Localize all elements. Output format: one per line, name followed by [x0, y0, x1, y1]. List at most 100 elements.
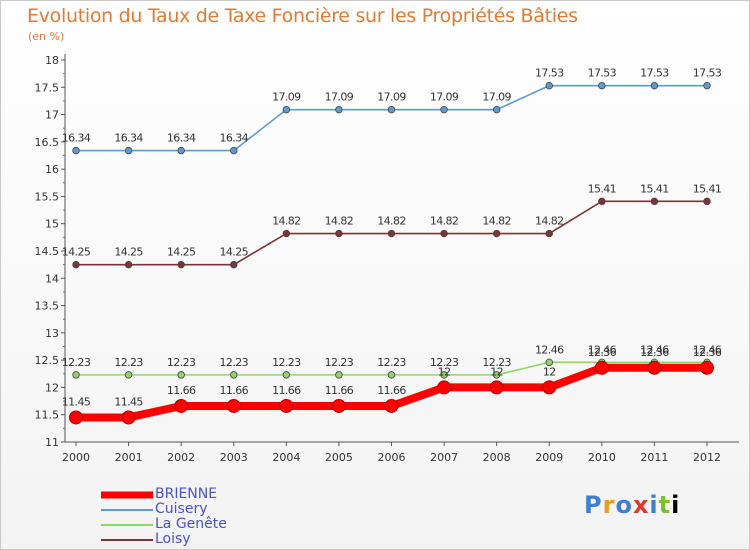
data-label: 12.23 [325, 356, 354, 369]
data-point [335, 229, 343, 238]
x-tick-label: 2005 [325, 451, 353, 464]
data-label: 16.34 [114, 132, 143, 145]
data-label: 16.34 [167, 132, 196, 145]
data-point [545, 229, 553, 238]
data-label: 12.36 [693, 346, 722, 359]
data-label: 14.25 [220, 246, 249, 259]
data-label: 14.25 [167, 246, 196, 259]
data-point [177, 371, 185, 379]
data-point [598, 81, 606, 90]
data-point [650, 197, 659, 206]
y-tick-label: 17 [45, 109, 59, 122]
legend-label-cuisery: Cuisery [155, 501, 208, 517]
data-point [440, 371, 448, 379]
data-point [387, 105, 396, 114]
data-point [492, 229, 501, 238]
data-label: 15.41 [640, 182, 669, 195]
data-label: 14.82 [482, 215, 511, 228]
y-tick-label: 13 [45, 327, 59, 340]
data-point [492, 105, 501, 114]
data-label: 12.46 [535, 343, 564, 356]
data-label: 12.23 [62, 356, 91, 369]
data-point [282, 105, 291, 114]
data-label: 14.82 [325, 215, 354, 228]
data-label: 12.23 [272, 356, 301, 369]
logo-letter: i [649, 491, 659, 519]
data-label: 11.45 [114, 395, 143, 408]
data-label: 12.23 [220, 356, 249, 369]
chart-title: Evolution du Taux de Taxe Foncière sur l… [27, 5, 578, 27]
y-tick-label: 16.5 [35, 136, 60, 149]
data-point [177, 260, 185, 269]
x-tick-label: 2002 [167, 451, 195, 464]
data-point [230, 146, 238, 155]
data-point [437, 380, 452, 395]
x-tick-label: 2003 [220, 451, 248, 464]
legend-swatch-la-genete [101, 523, 153, 526]
logo-letter: P [584, 491, 603, 519]
data-point [545, 358, 553, 367]
data-point [230, 371, 238, 379]
data-label: 14.25 [62, 246, 91, 259]
y-tick-label: 12.5 [35, 354, 60, 367]
data-point [72, 146, 80, 155]
x-tick-label: 2007 [430, 451, 458, 464]
data-label: 16.34 [62, 132, 91, 145]
data-label: 14.82 [272, 215, 301, 228]
data-point [440, 229, 448, 238]
x-tick-label: 2009 [535, 451, 563, 464]
data-point [174, 398, 189, 413]
data-label: 12 [490, 365, 503, 378]
data-label: 15.41 [693, 182, 722, 195]
data-point [440, 105, 448, 114]
data-point [279, 398, 294, 413]
data-label: 17.53 [693, 67, 722, 80]
data-label: 11.66 [167, 384, 196, 397]
data-label: 14.82 [377, 215, 406, 228]
legend-swatch-brienne [101, 491, 153, 498]
data-point [384, 398, 399, 413]
data-label: 11.66 [220, 384, 249, 397]
y-tick-label: 15.5 [35, 190, 60, 203]
logo-letter: o [615, 491, 633, 519]
y-tick-label: 13.5 [35, 300, 60, 313]
y-tick-label: 11 [45, 436, 59, 449]
x-tick-label: 2001 [115, 451, 143, 464]
data-label: 11.45 [62, 395, 91, 408]
data-label: 12 [543, 365, 556, 378]
data-point [282, 371, 291, 379]
x-tick-label: 2000 [62, 451, 90, 464]
data-point [177, 146, 185, 155]
data-point [650, 81, 659, 90]
data-label: 12.23 [114, 356, 143, 369]
logo-letter: t [658, 491, 672, 519]
legend-label-la-genete: La Genête [155, 516, 227, 532]
data-point [387, 371, 396, 379]
data-label: 11.66 [325, 384, 354, 397]
data-point [282, 229, 291, 238]
data-label: 12.46 [640, 343, 669, 356]
data-label: 14.25 [114, 246, 143, 259]
data-point [124, 371, 133, 379]
data-point [69, 410, 83, 425]
data-label: 15.41 [588, 182, 617, 195]
y-tick-label: 17.5 [35, 81, 60, 94]
data-label: 17.09 [272, 91, 301, 104]
x-tick-label: 2011 [640, 451, 668, 464]
data-point [124, 260, 133, 269]
data-point [703, 197, 711, 206]
data-label: 17.09 [430, 91, 459, 104]
data-point [72, 260, 80, 269]
data-point [387, 229, 396, 238]
legend-label-loisy: Loisy [155, 531, 191, 547]
data-point [226, 398, 241, 413]
x-tick-label: 2006 [378, 451, 406, 464]
data-label: 12 [438, 365, 451, 378]
data-label: 11.66 [272, 384, 301, 397]
data-label: 12.23 [167, 356, 196, 369]
data-point [594, 360, 609, 375]
data-label: 12.36 [640, 346, 669, 359]
data-label: 17.09 [377, 91, 406, 104]
